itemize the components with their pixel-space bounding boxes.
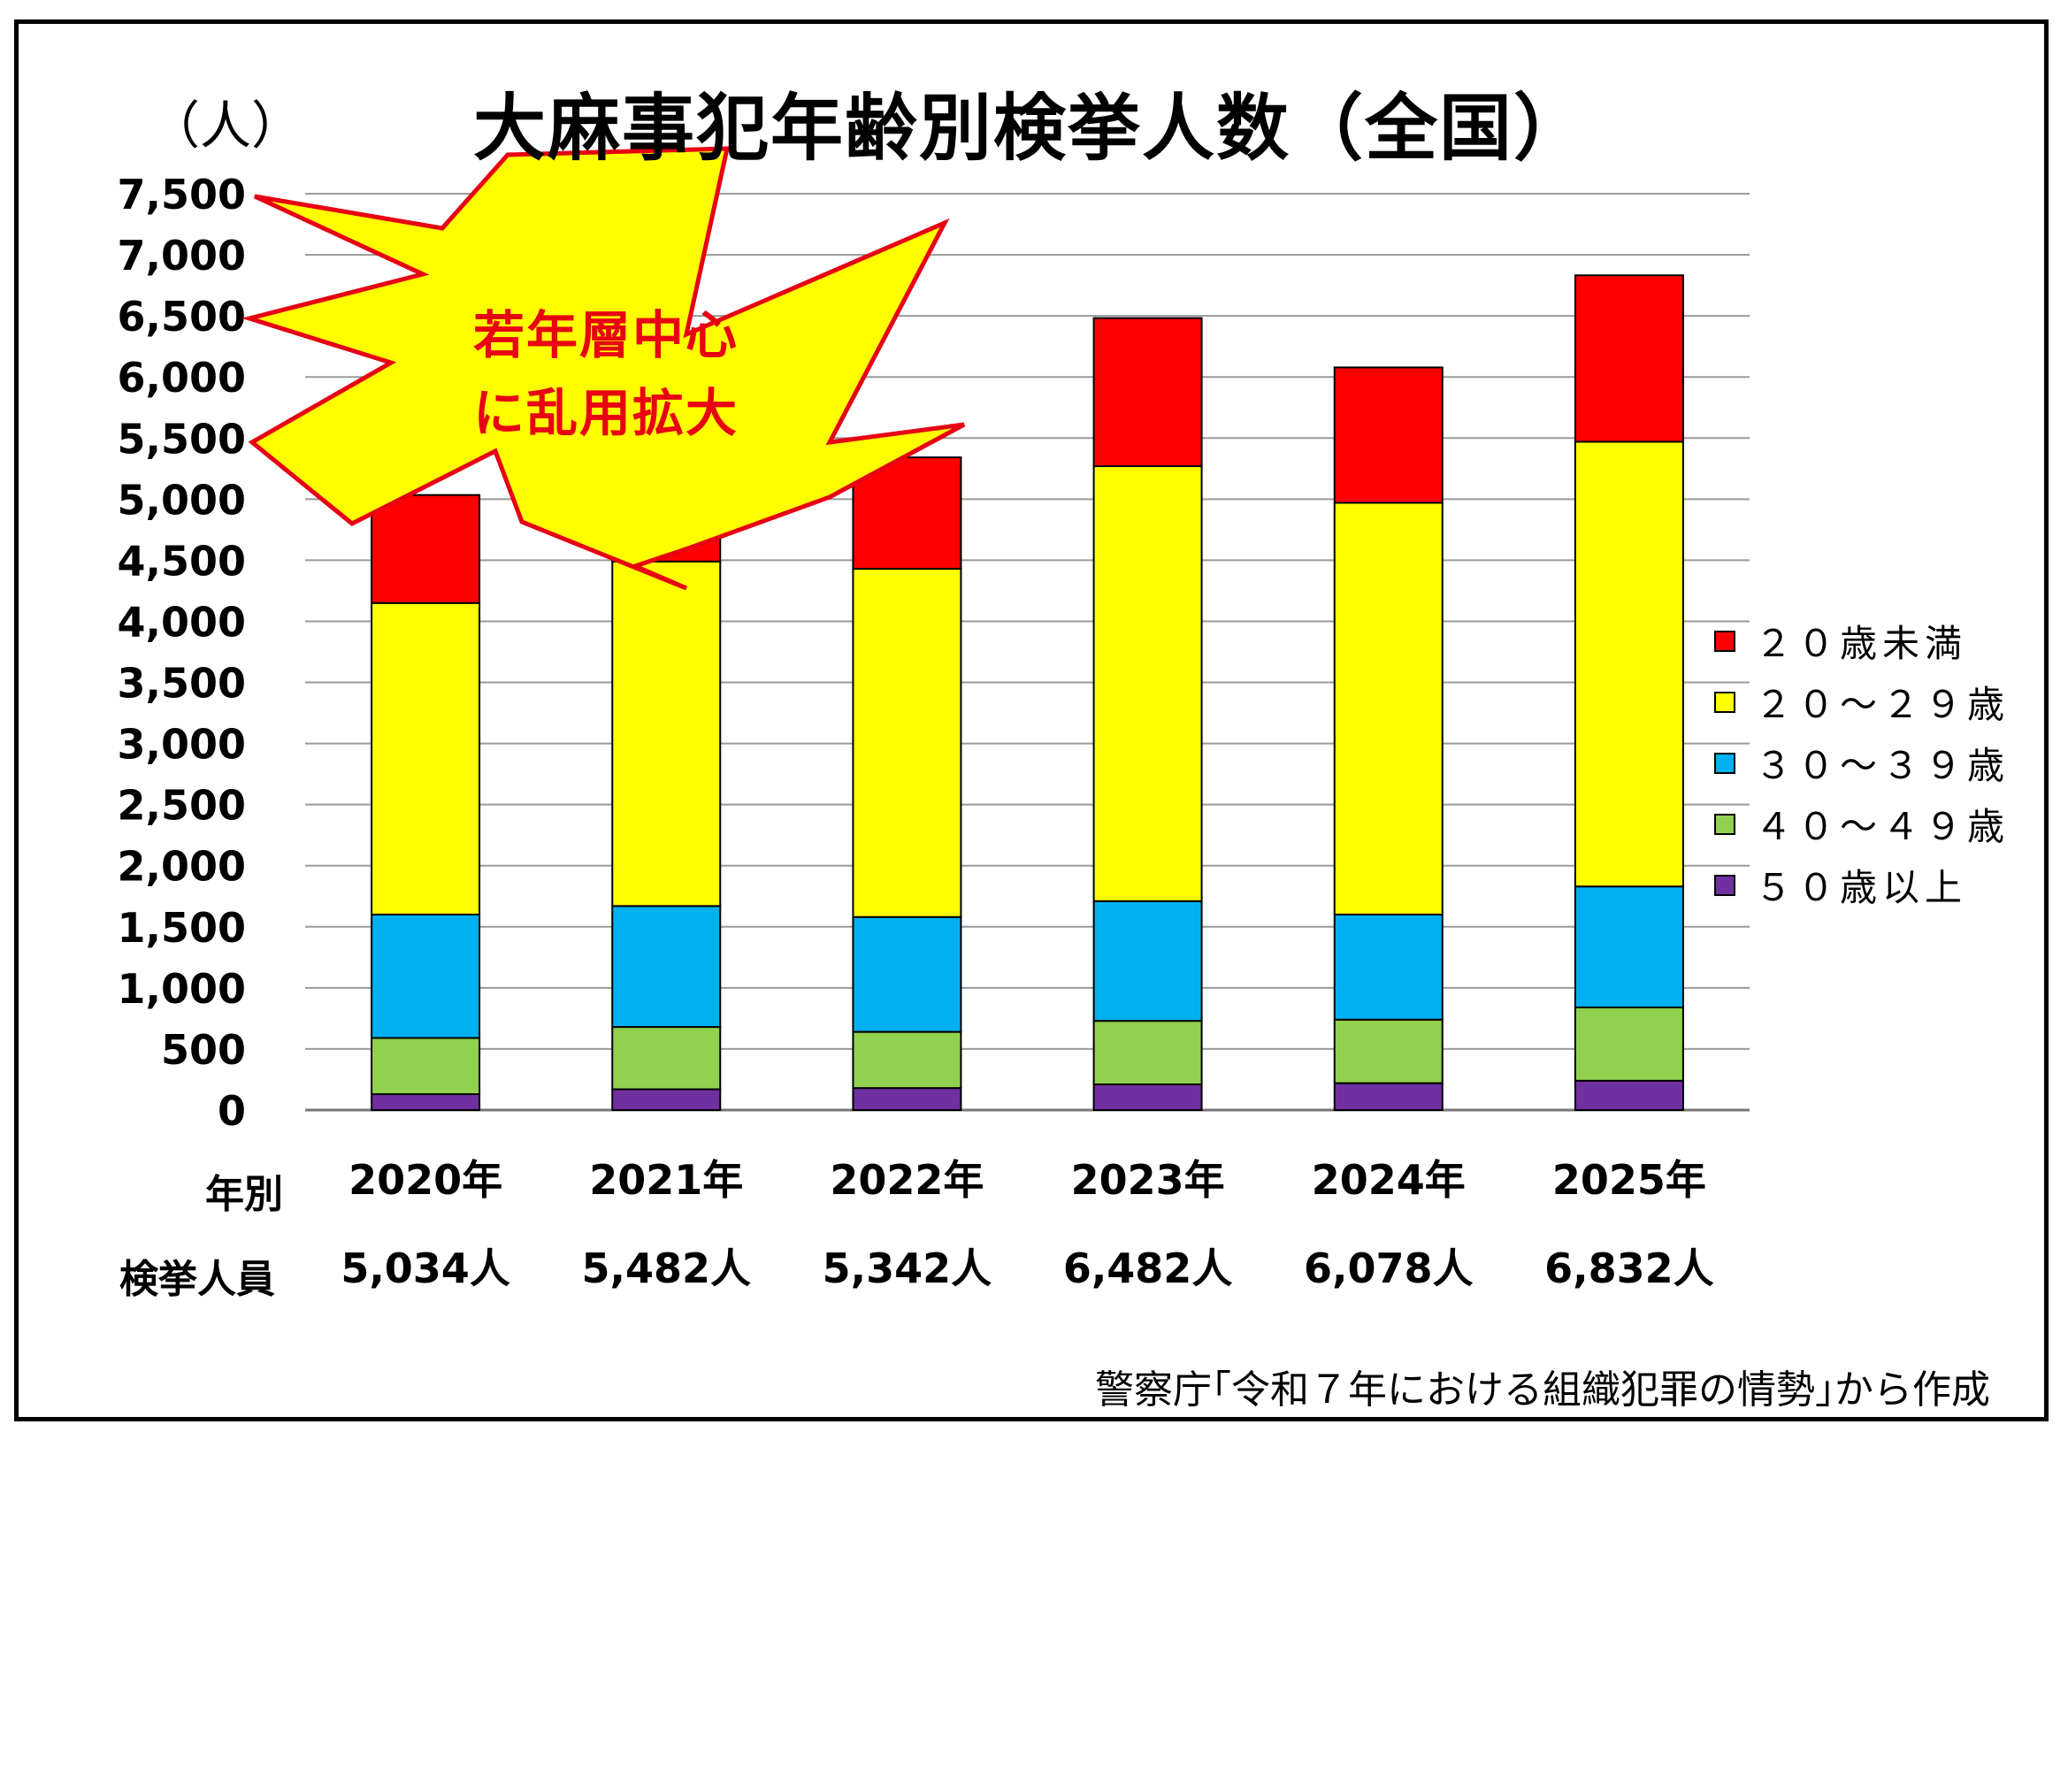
annotation-line: 若年層中心 xyxy=(472,305,739,365)
legend-swatch xyxy=(1714,813,1735,835)
total-label: 5,034人 xyxy=(341,1244,510,1292)
bar-segment xyxy=(1333,1082,1444,1112)
y-tick-label: 3,000 xyxy=(117,721,246,769)
chart-frame xyxy=(14,19,2049,1421)
annotation-text: 若年層中心 に乱用拡大 xyxy=(438,296,774,452)
bar-segment xyxy=(852,568,962,918)
y-tick-label: 5,000 xyxy=(117,476,246,524)
chart-title: 大麻事犯年齢別検挙人数（全国） xyxy=(473,87,1589,171)
y-tick-label: 0 xyxy=(218,1087,246,1135)
bar-segment xyxy=(852,1087,962,1111)
bar-segment xyxy=(1092,1020,1203,1085)
annotation-starburst xyxy=(241,146,966,591)
total-label: 6,832人 xyxy=(1544,1244,1714,1292)
x-tick-label: 2024年 xyxy=(1312,1156,1466,1204)
bar-segment xyxy=(1574,1006,1684,1082)
bar-segment xyxy=(1574,885,1684,1008)
bar-segment xyxy=(1092,465,1203,902)
legend: ２０歳未満 ２０～２９歳 ３０～３９歳 ４０～４９歳 ５０歳以上 xyxy=(1714,610,2010,915)
bar-segment xyxy=(1333,502,1444,915)
bar-segment xyxy=(1574,274,1684,443)
bar-segment xyxy=(371,601,481,915)
y-tick-label: 1,500 xyxy=(117,904,246,952)
chart-plot: 0 500 1,000 1,500 2,000 2,500 3,000 3,500 4,000 4… xyxy=(117,146,1750,1292)
bar-segment xyxy=(1092,317,1203,468)
bar-segment xyxy=(371,1037,481,1096)
bar-segment xyxy=(371,494,481,604)
source-note: 警察庁｢令和７年における組織犯罪の情勢｣から作成 xyxy=(1095,1367,1990,1413)
legend-label: ５０歳以上 xyxy=(1755,866,1968,909)
x-tick-label: 2023年 xyxy=(1071,1156,1225,1204)
x-tick-label: 2025年 xyxy=(1552,1156,1706,1204)
legend-item: ５０歳以上 xyxy=(1714,854,2010,915)
bar-segment xyxy=(1333,913,1444,1021)
legend-swatch xyxy=(1714,752,1735,774)
bar-segment xyxy=(611,1026,722,1091)
legend-label: ４０～４９歳 xyxy=(1755,805,2011,848)
bar-segment xyxy=(611,560,722,907)
bar-segment xyxy=(611,1088,722,1111)
total-label: 6,482人 xyxy=(1063,1244,1233,1292)
bar-segment xyxy=(1092,900,1203,1022)
bar-segment xyxy=(371,913,481,1039)
bar-segment xyxy=(1333,1018,1444,1084)
bar-segment xyxy=(1092,1083,1203,1111)
x-tick-label: 2022年 xyxy=(830,1156,984,1204)
legend-item: ２０歳未満 xyxy=(1714,610,2010,671)
total-label: 6,078人 xyxy=(1304,1244,1474,1292)
legend-swatch xyxy=(1714,691,1735,713)
y-tick-label: 4,000 xyxy=(117,598,246,646)
bar-segment xyxy=(852,915,962,1033)
bar-segment xyxy=(1574,1079,1684,1112)
y-tick-label: 7,500 xyxy=(117,171,246,218)
legend-item: ３０～３９歳 xyxy=(1714,732,2010,793)
y-tick-label: 1,000 xyxy=(117,965,246,1013)
y-tick-label: 5,500 xyxy=(117,415,246,463)
legend-label: ２０～２９歳 xyxy=(1755,683,2011,726)
bar-segment xyxy=(1574,440,1684,888)
y-axis-unit: （人） xyxy=(149,96,303,156)
y-tick-label: 500 xyxy=(161,1026,246,1074)
y-tick-label: 3,500 xyxy=(117,660,246,708)
year-row-label: 年別 xyxy=(205,1172,283,1217)
legend-label: ２０歳未満 xyxy=(1755,622,1968,665)
legend-item: ２０～２９歳 xyxy=(1714,671,2010,732)
y-tick-label: 6,000 xyxy=(117,354,246,402)
legend-swatch xyxy=(1714,630,1735,652)
y-tick-label: 2,500 xyxy=(117,782,246,830)
x-tick-label: 2021年 xyxy=(589,1156,743,1204)
x-tick-label: 2020年 xyxy=(348,1156,502,1204)
legend-item: ４０～４９歳 xyxy=(1714,793,2010,854)
total-label: 5,482人 xyxy=(581,1244,751,1292)
legend-label: ３０～３９歳 xyxy=(1755,744,2011,787)
bar-segment xyxy=(611,905,722,1029)
bar-segment xyxy=(371,1093,481,1112)
y-tick-label: 4,500 xyxy=(117,537,246,585)
y-tick-label: 2,000 xyxy=(117,843,246,891)
y-tick-label: 7,000 xyxy=(117,232,246,280)
bar-segment xyxy=(852,1030,962,1090)
totals-row-label: 検挙人員 xyxy=(119,1257,275,1302)
annotation-line: に乱用拡大 xyxy=(472,383,739,443)
total-label: 5,342人 xyxy=(823,1244,992,1292)
legend-swatch xyxy=(1714,874,1735,896)
y-tick-label: 6,500 xyxy=(117,293,246,341)
bar-segment xyxy=(1333,366,1444,504)
